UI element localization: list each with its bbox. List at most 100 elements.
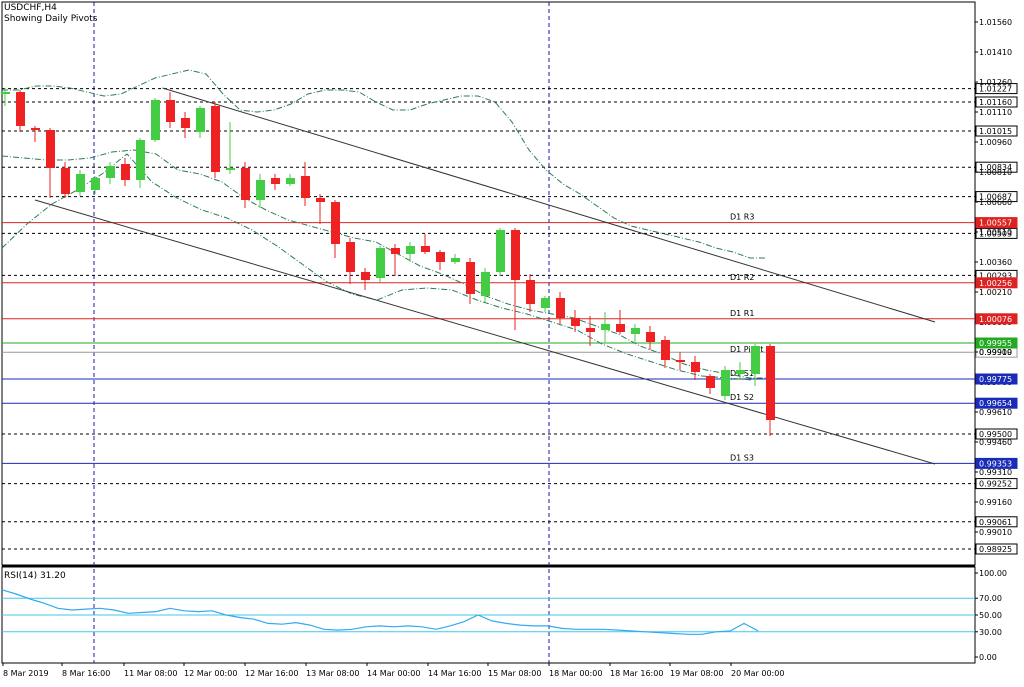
- price-level-label: 1.00687: [979, 193, 1012, 202]
- candle-body: [301, 176, 310, 198]
- candle-body: [496, 230, 505, 272]
- price-level-box: [975, 516, 1018, 528]
- candle-body: [631, 328, 640, 334]
- price-level-box: [975, 161, 1018, 173]
- y-tick-label: 0.99310: [979, 468, 1012, 477]
- price-level-label: 0.99500: [979, 430, 1012, 439]
- price-level-label: 0.98925: [979, 545, 1012, 554]
- candle-body: [16, 92, 25, 126]
- y-tick-label: 1.00510: [979, 228, 1012, 237]
- pivot-value-box: [975, 277, 1018, 289]
- pivot-value-box: [975, 217, 1018, 229]
- y-tick-label: 1.00210: [979, 288, 1012, 297]
- price-level-box: [975, 478, 1018, 490]
- price-level-label: 0.99909: [979, 348, 1012, 357]
- pivot-name-label: D1 R2: [730, 273, 754, 282]
- candle-body: [181, 118, 190, 128]
- channel-lower-line: [34, 199, 936, 465]
- pivot-value-box: [975, 397, 1018, 409]
- x-tick-label: 12 Mar 00:00: [184, 669, 237, 678]
- price-level-label: 0.99061: [979, 518, 1012, 527]
- price-level-label: 1.00293: [979, 271, 1012, 280]
- rsi-line: [1, 589, 759, 635]
- candle-body: [376, 248, 385, 278]
- candle-body: [211, 106, 220, 172]
- y-tick-label: 0.99460: [979, 438, 1012, 447]
- envelope-upper-line: [2, 69, 767, 259]
- y-tick-label: 0.99910: [979, 348, 1012, 357]
- x-tick-label: 18 Mar 16:00: [610, 669, 663, 678]
- candle-body: [751, 346, 760, 374]
- chart-subtitle-label: Showing Daily Pivots: [4, 14, 98, 24]
- candle-body: [646, 332, 655, 342]
- rsi-level-label: 30.00: [979, 628, 1002, 637]
- x-tick-label: 14 Mar 16:00: [428, 669, 481, 678]
- y-tick-label: 1.01260: [979, 78, 1012, 87]
- y-tick-label: 1.00360: [979, 258, 1012, 267]
- candle-body: [286, 178, 295, 184]
- candle-body: [346, 242, 355, 272]
- x-tick-label: 15 Mar 08:00: [488, 669, 541, 678]
- pivot-value-label: 0.99775: [979, 375, 1012, 384]
- main-panel-frame: [1, 1, 976, 566]
- candle-body: [586, 328, 595, 332]
- x-tick-label: 14 Mar 00:00: [367, 669, 420, 678]
- pivot-value-label: 0.99955: [979, 339, 1012, 348]
- candle-body: [271, 178, 280, 184]
- candle-body: [1, 92, 10, 94]
- price-level-box: [975, 428, 1018, 440]
- candle-body: [691, 362, 700, 372]
- rsi-level-label: 100.00: [979, 569, 1007, 578]
- rsi-level-label: 0.00: [979, 653, 997, 662]
- x-tick-label: 12 Mar 16:00: [245, 669, 298, 678]
- channel-upper-line: [162, 87, 936, 323]
- price-level-label: 1.01015: [979, 127, 1012, 136]
- candle-body: [151, 100, 160, 140]
- candle-body: [421, 246, 430, 252]
- chart-symbol-label: USDCHF,H4: [4, 3, 57, 13]
- price-level-box: [975, 125, 1018, 137]
- candle-body: [571, 318, 580, 326]
- price-level-box: [975, 227, 1018, 239]
- x-tick-label: 8 Mar 16:00: [62, 669, 110, 678]
- rsi-indicator-label: RSI(14) 31.20: [4, 571, 66, 581]
- y-tick-label: 1.00810: [979, 168, 1012, 177]
- x-tick-label: 20 Mar 00:00: [731, 669, 784, 678]
- x-tick-label: 8 Mar 2019: [3, 669, 49, 678]
- pivot-value-box: [975, 457, 1018, 469]
- rsi-level-label: 70.00: [979, 594, 1002, 603]
- candle-body: [331, 202, 340, 244]
- y-tick-label: 1.01110: [979, 108, 1012, 117]
- pivot-value-box: [975, 313, 1018, 325]
- price-level-label: 1.00834: [979, 163, 1012, 172]
- candle-body: [451, 258, 460, 262]
- candle-body: [436, 252, 445, 262]
- candle-body: [721, 370, 730, 396]
- x-tick-label: 11 Mar 08:00: [124, 669, 177, 678]
- candle-body: [466, 262, 475, 294]
- candle-body: [226, 168, 235, 170]
- candle-body: [46, 130, 55, 168]
- pivot-value-box: [975, 373, 1018, 385]
- candle-body: [556, 298, 565, 318]
- candle-body: [76, 174, 85, 192]
- candle-body: [661, 340, 670, 360]
- candle-body: [256, 180, 265, 200]
- candle-body: [31, 128, 40, 130]
- y-tick-label: 0.99010: [979, 528, 1012, 537]
- y-tick-label: 1.00660: [979, 198, 1012, 207]
- candle-body: [136, 140, 145, 180]
- candle-body: [541, 298, 550, 308]
- candle-body: [121, 164, 130, 180]
- candle-body: [391, 248, 400, 254]
- pivot-value-label: 1.00076: [979, 315, 1012, 324]
- price-level-box: [975, 191, 1018, 203]
- price-level-label: 1.01160: [979, 98, 1012, 107]
- pivot-value-label: 1.00557: [979, 219, 1012, 228]
- rsi-level-label: 50.00: [979, 611, 1002, 620]
- candle-body: [91, 178, 100, 190]
- x-tick-label: 13 Mar 08:00: [306, 669, 359, 678]
- candle-body: [166, 100, 175, 122]
